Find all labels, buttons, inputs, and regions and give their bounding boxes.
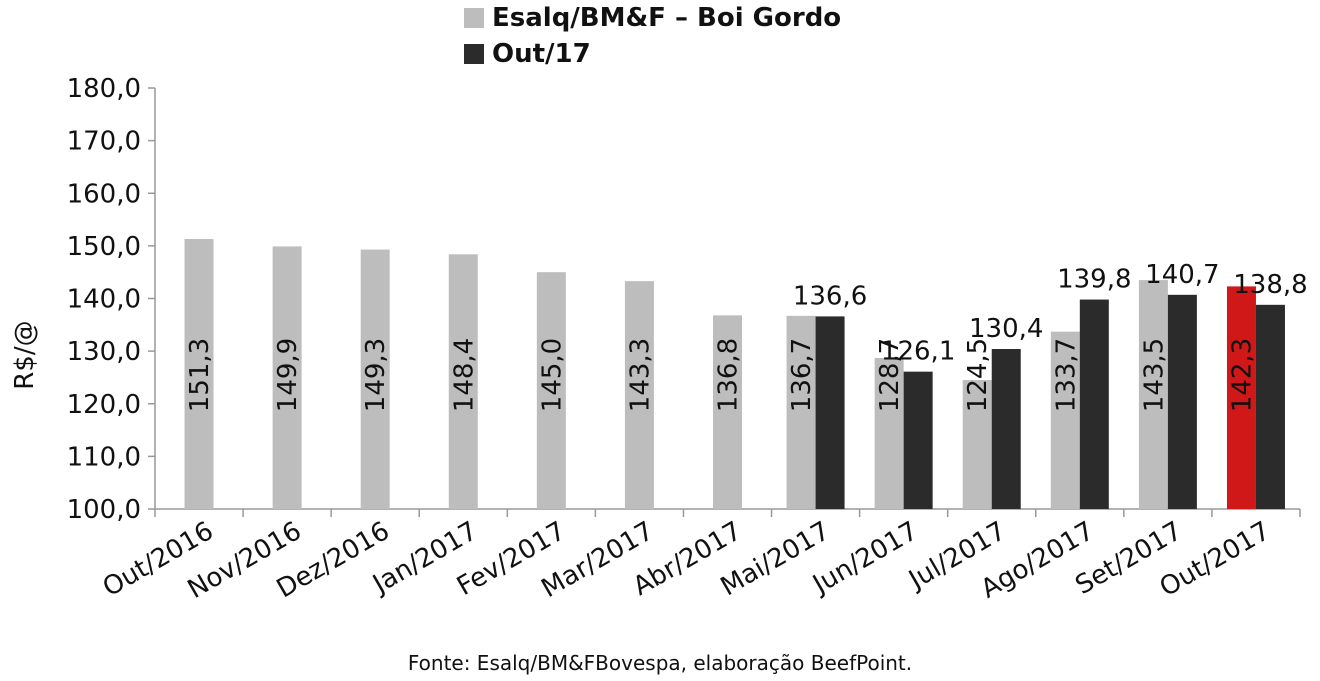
- y-tick-label: 120,0: [67, 390, 141, 420]
- bar-label-out17: 139,8: [1057, 265, 1131, 295]
- bar-label-esalq: 136,7: [787, 338, 817, 412]
- bar-out17: [815, 316, 845, 509]
- bar-out17: [1255, 304, 1285, 509]
- bar-out17: [991, 349, 1021, 509]
- bar-label-esalq: 151,3: [185, 338, 215, 412]
- bar-esalq: [536, 272, 566, 509]
- bar-esalq: [786, 315, 816, 509]
- bar-label-esalq: 145,0: [537, 338, 567, 412]
- bar-label-esalq: 148,4: [449, 338, 479, 412]
- bar-label-out17: 136,6: [793, 281, 867, 311]
- y-axis-title: R$/@: [10, 320, 40, 389]
- y-tick-label: 140,0: [67, 285, 141, 315]
- y-tick-label: 150,0: [67, 232, 141, 262]
- bar-esalq: [962, 380, 992, 509]
- legend: Esalq/BM&F – Boi Gordo Out/17: [464, 0, 841, 72]
- legend-label-esalq: Esalq/BM&F – Boi Gordo: [492, 3, 842, 33]
- legend-label-out17: Out/17: [492, 39, 591, 69]
- bar-esalq: [272, 246, 302, 509]
- bar-out17: [1167, 294, 1197, 509]
- bar-label-esalq: 128,7: [875, 338, 905, 412]
- bar-label-out17: 130,4: [969, 314, 1043, 344]
- legend-item-out17: Out/17: [464, 36, 841, 72]
- bar-label-esalq: 143,5: [1139, 338, 1169, 412]
- bar-label-out17: 138,8: [1233, 270, 1307, 300]
- bar-label-esalq: 133,7: [1051, 338, 1081, 412]
- bar-esalq: [1050, 331, 1080, 509]
- bar-label-esalq: 143,3: [625, 338, 655, 412]
- source-note: Fonte: Esalq/BM&FBovespa, elaboração Bee…: [407, 651, 913, 675]
- bar-esalq: [184, 239, 214, 509]
- y-tick-label: 160,0: [67, 179, 141, 209]
- y-tick-label: 130,0: [67, 337, 141, 367]
- bar-label-out17: 126,1: [881, 337, 955, 367]
- bar-label-esalq: 136,8: [714, 338, 744, 412]
- bar-esalq: [874, 357, 904, 509]
- bar-esalq: [360, 249, 390, 509]
- legend-swatch-esalq: [464, 8, 484, 28]
- y-tick-label: 170,0: [67, 127, 141, 157]
- legend-swatch-out17: [464, 44, 484, 64]
- bar-esalq: [1226, 286, 1256, 509]
- bar-out17: [903, 371, 933, 509]
- bar-out17: [1079, 299, 1109, 509]
- bar-esalq: [1138, 280, 1168, 509]
- bar-label-esalq: 124,5: [963, 338, 993, 412]
- bar-label-esalq: 149,9: [273, 338, 303, 412]
- y-tick-label: 180,0: [67, 74, 141, 104]
- bar-label-out17: 140,7: [1145, 260, 1219, 290]
- bar-esalq: [624, 281, 654, 509]
- bar-esalq: [448, 254, 478, 509]
- legend-item-esalq: Esalq/BM&F – Boi Gordo: [464, 0, 841, 36]
- y-tick-label: 100,0: [67, 495, 141, 525]
- y-tick-label: 110,0: [67, 442, 141, 472]
- bar-label-esalq: 149,3: [361, 338, 391, 412]
- bar-esalq: [713, 315, 742, 509]
- bar-label-esalq: 142,3: [1227, 338, 1257, 412]
